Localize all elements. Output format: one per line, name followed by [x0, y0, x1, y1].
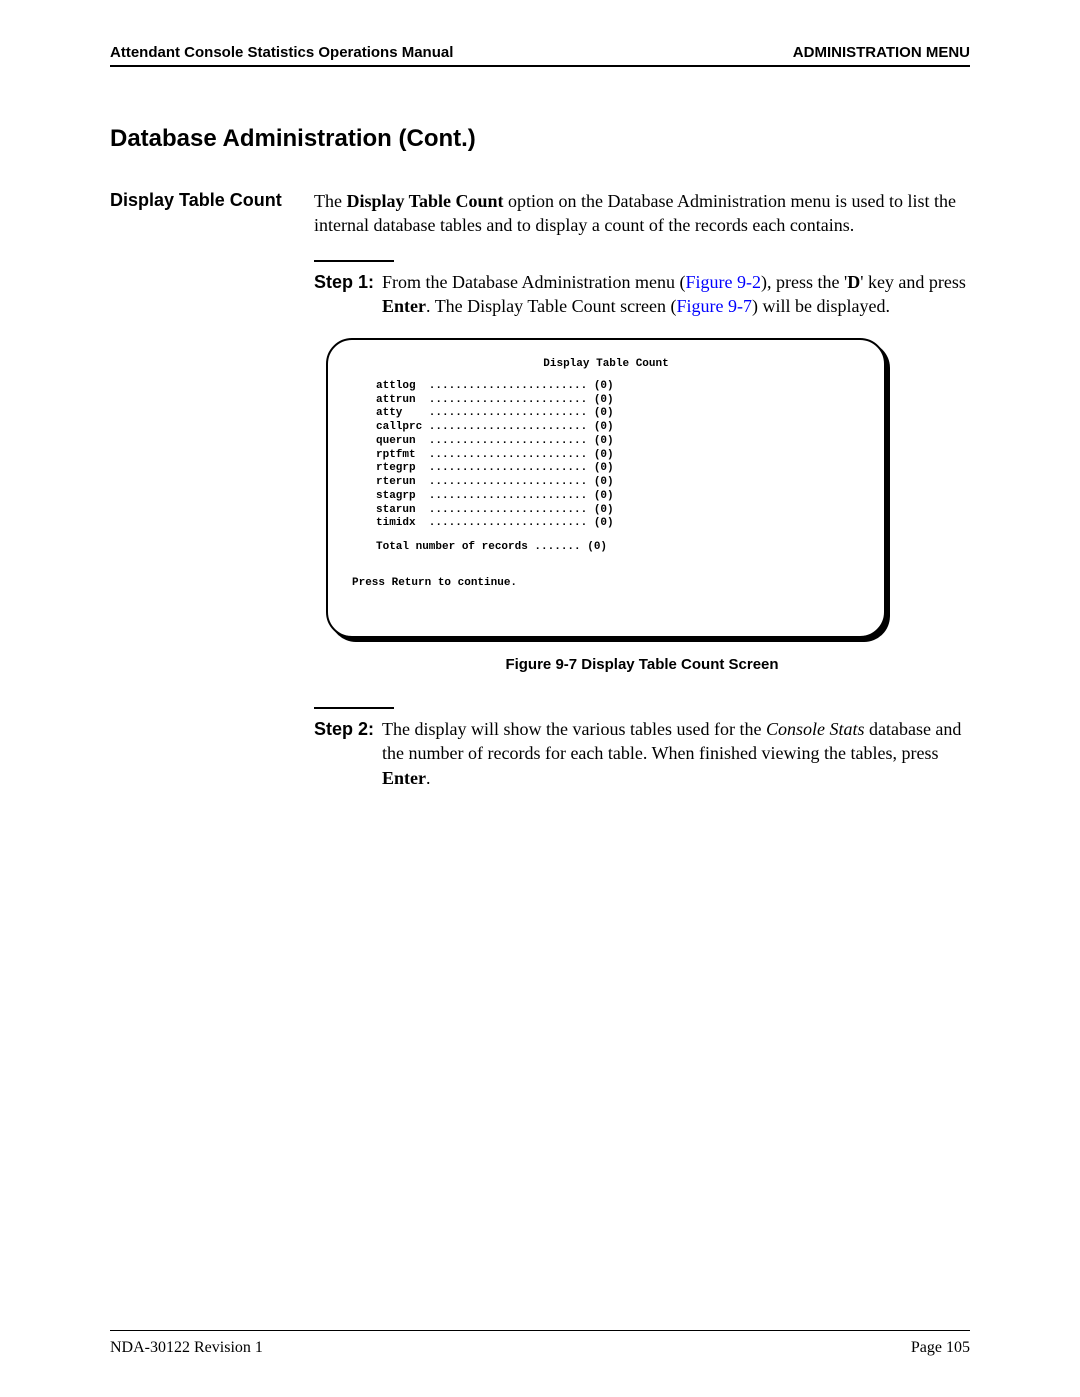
- sidebar-heading: Display Table Count: [110, 189, 290, 212]
- link-figure-9-2[interactable]: Figure 9-2: [685, 272, 761, 292]
- intro-row: Display Table Count The Display Table Co…: [110, 189, 970, 238]
- step-1-text: From the Database Administration menu (F…: [382, 270, 970, 319]
- step-separator: [314, 260, 394, 262]
- s1-key: D: [847, 272, 860, 292]
- step-2-text: The display will show the various tables…: [382, 717, 970, 790]
- page: Attendant Console Statistics Operations …: [0, 0, 1080, 1397]
- link-figure-9-7[interactable]: Figure 9-7: [677, 296, 753, 316]
- s2-t1: The display will show the various tables…: [382, 719, 766, 739]
- screen-lines: attlog ........................ (0) attr…: [352, 380, 860, 531]
- s1-t1: From the Database Administration menu (: [382, 272, 685, 292]
- screen-body: Display Table Count attlog .............…: [326, 338, 886, 638]
- screen-prompt: Press Return to continue.: [352, 577, 860, 591]
- terminal-screen: Display Table Count attlog .............…: [326, 338, 886, 638]
- step-1: Step 1: From the Database Administration…: [314, 270, 970, 319]
- screen-total: Total number of records ....... (0): [352, 541, 860, 555]
- s2-enter: Enter: [382, 768, 426, 788]
- intro-bold: Display Table Count: [346, 191, 503, 211]
- intro-prefix: The: [314, 191, 346, 211]
- footer-left: NDA-30122 Revision 1: [110, 1339, 263, 1357]
- footer-right: Page 105: [911, 1339, 970, 1357]
- screen-title: Display Table Count: [352, 358, 860, 372]
- s1-t4: . The Display Table Count screen (: [426, 296, 677, 316]
- page-header: Attendant Console Statistics Operations …: [110, 44, 970, 67]
- s2-ital: Console Stats: [766, 719, 865, 739]
- header-left: Attendant Console Statistics Operations …: [110, 44, 453, 61]
- s2-t3: .: [426, 768, 431, 788]
- s1-t5: ) will be displayed.: [752, 296, 890, 316]
- figure-caption: Figure 9-7 Display Table Count Screen: [314, 656, 970, 673]
- step-separator-2: [314, 707, 394, 709]
- step-2-label: Step 2:: [314, 717, 374, 741]
- header-right: ADMINISTRATION MENU: [793, 44, 970, 61]
- s1-enter: Enter: [382, 296, 426, 316]
- s1-t2: ), press the ': [761, 272, 847, 292]
- page-footer: NDA-30122 Revision 1 Page 105: [110, 1330, 970, 1357]
- s1-t3: ' key and press: [860, 272, 966, 292]
- step-2: Step 2: The display will show the variou…: [314, 717, 970, 790]
- section-title: Database Administration (Cont.): [110, 125, 970, 153]
- step-1-label: Step 1:: [314, 270, 374, 294]
- intro-text: The Display Table Count option on the Da…: [314, 189, 970, 238]
- step-1-block: Step 1: From the Database Administration…: [314, 260, 970, 790]
